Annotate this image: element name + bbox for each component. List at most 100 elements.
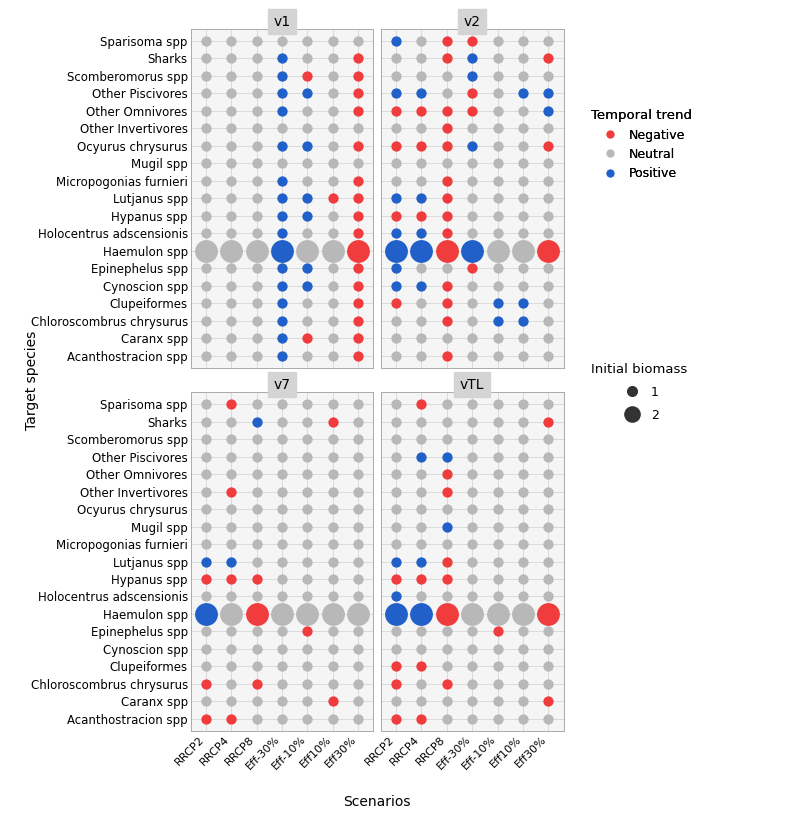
Point (276, 695, 289, 708)
Legend: 1, 2: 1, 2 (586, 358, 693, 426)
Point (301, 712, 314, 725)
Point (466, 192, 478, 205)
Point (517, 297, 530, 310)
Point (491, 192, 504, 205)
Point (352, 608, 365, 621)
Point (276, 139, 289, 152)
Point (542, 105, 555, 118)
Point (491, 261, 504, 275)
Point (517, 192, 530, 205)
Point (542, 139, 555, 152)
Point (200, 315, 212, 328)
Point (352, 502, 365, 516)
Point (200, 279, 212, 292)
Point (225, 695, 238, 708)
Point (200, 398, 212, 411)
Point (440, 69, 453, 83)
Point (225, 105, 238, 118)
Point (301, 122, 314, 135)
Point (352, 642, 365, 655)
Point (352, 398, 365, 411)
Point (389, 261, 402, 275)
Point (200, 555, 212, 568)
Point (301, 573, 314, 586)
Point (491, 538, 504, 551)
Point (301, 69, 314, 83)
Point (440, 139, 453, 152)
Point (491, 279, 504, 292)
Point (440, 279, 453, 292)
Point (225, 349, 238, 362)
Point (415, 415, 428, 428)
Point (301, 227, 314, 240)
Point (440, 297, 453, 310)
Point (326, 261, 339, 275)
Point (440, 34, 453, 47)
Point (200, 122, 212, 135)
Point (389, 105, 402, 118)
Point (491, 695, 504, 708)
Point (301, 467, 314, 480)
Point (440, 625, 453, 638)
Point (250, 712, 263, 725)
Point (225, 450, 238, 463)
Point (250, 297, 263, 310)
Point (542, 573, 555, 586)
Point (440, 192, 453, 205)
Point (250, 415, 263, 428)
Point (466, 573, 478, 586)
Point (225, 415, 238, 428)
Point (542, 279, 555, 292)
Point (517, 279, 530, 292)
Title: v7: v7 (273, 377, 290, 392)
Point (200, 139, 212, 152)
Point (542, 485, 555, 498)
Point (225, 538, 238, 551)
Point (542, 677, 555, 690)
Point (415, 450, 428, 463)
Point (250, 555, 263, 568)
Point (301, 297, 314, 310)
Point (301, 415, 314, 428)
Point (276, 227, 289, 240)
Point (250, 261, 263, 275)
Point (466, 139, 478, 152)
Point (389, 51, 402, 65)
Point (440, 87, 453, 100)
Point (517, 642, 530, 655)
Point (542, 261, 555, 275)
Point (517, 332, 530, 345)
Point (491, 69, 504, 83)
Point (440, 555, 453, 568)
Point (389, 712, 402, 725)
Point (466, 642, 478, 655)
Point (225, 677, 238, 690)
Point (389, 695, 402, 708)
Point (326, 105, 339, 118)
Point (276, 573, 289, 586)
Point (352, 69, 365, 83)
Point (466, 467, 478, 480)
Point (352, 209, 365, 222)
Point (326, 398, 339, 411)
Point (326, 608, 339, 621)
Point (466, 349, 478, 362)
Point (517, 485, 530, 498)
Point (491, 315, 504, 328)
Point (250, 398, 263, 411)
Point (200, 432, 212, 445)
Point (352, 555, 365, 568)
Point (466, 432, 478, 445)
Point (225, 520, 238, 533)
Point (466, 51, 478, 65)
Point (326, 51, 339, 65)
Point (542, 450, 555, 463)
Point (466, 244, 478, 257)
Point (276, 608, 289, 621)
Point (415, 332, 428, 345)
Point (276, 297, 289, 310)
Point (326, 349, 339, 362)
Point (200, 625, 212, 638)
Point (326, 590, 339, 603)
Point (200, 297, 212, 310)
